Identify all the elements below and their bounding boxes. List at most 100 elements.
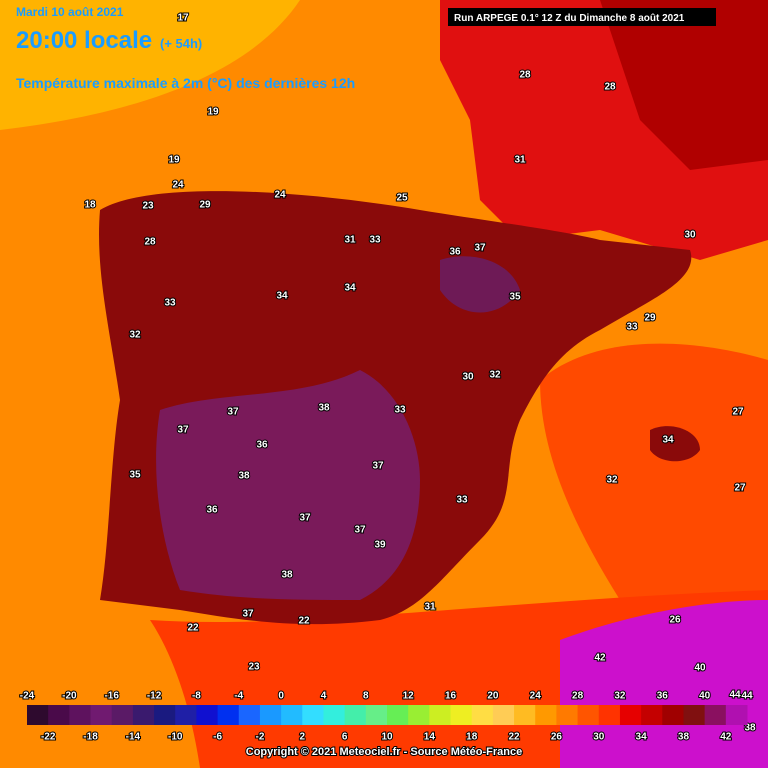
temperature-label: 36 xyxy=(206,505,218,516)
mallorca xyxy=(650,426,700,462)
colorbar-swatch xyxy=(90,705,113,725)
temperature-label: 33 xyxy=(164,298,176,309)
colorbar-swatch xyxy=(619,705,642,725)
colorbar-swatch xyxy=(69,705,92,725)
colorbar-swatch xyxy=(387,705,409,725)
run-box xyxy=(448,8,716,26)
temperature-label: 32 xyxy=(489,370,501,381)
colorbar-swatch xyxy=(577,705,600,725)
colorbar-swatch xyxy=(344,705,367,725)
colorbar-swatch xyxy=(598,705,621,725)
temperature-label: 39 xyxy=(374,540,386,551)
temperature-label: 44 xyxy=(729,690,741,701)
temperature-label: 36 xyxy=(449,247,461,258)
temperature-label: 26 xyxy=(669,615,681,626)
colorbar-tick-label: 36 xyxy=(657,691,669,702)
temperature-label: 30 xyxy=(462,372,474,383)
colorbar-swatch xyxy=(217,705,240,725)
colorbar-tick-label: -20 xyxy=(62,691,77,702)
colorbar-tick-label: 44 xyxy=(741,691,753,702)
colorbar-tick-label: 22 xyxy=(508,732,520,743)
temperature-label: 37 xyxy=(242,609,254,620)
colorbar-tick-label: 10 xyxy=(381,732,393,743)
temperature-label: 37 xyxy=(372,461,384,472)
copyright: Copyright © 2021 Meteociel.fr - Source M… xyxy=(246,746,522,758)
temperature-label: 35 xyxy=(509,292,521,303)
colorbar-tick-label: 6 xyxy=(342,732,348,743)
colorbar-tick-label: 26 xyxy=(551,732,563,743)
colorbar-swatch xyxy=(27,705,49,725)
colorbar-tick-label: 30 xyxy=(593,732,605,743)
colorbar-tick-label: -16 xyxy=(104,691,119,702)
temperature-label: 37 xyxy=(354,525,366,536)
colorbar-tick-label: -2 xyxy=(255,732,264,743)
colorbar-swatch xyxy=(111,705,134,725)
temperature-label: 32 xyxy=(606,475,618,486)
colorbar-swatch xyxy=(132,705,155,725)
temperature-label: 19 xyxy=(168,155,180,166)
colorbar-tick-label: 38 xyxy=(678,732,690,743)
colorbar-tick-label: 2 xyxy=(300,732,306,743)
colorbar-tick-label: -24 xyxy=(20,691,35,702)
run-label: Run ARPEGE 0.1° 12 Z du Dimanche 8 août … xyxy=(454,13,685,24)
colorbar-tick-label: 28 xyxy=(572,691,584,702)
colorbar-tick-label: -4 xyxy=(234,691,243,702)
temperature-label: 33 xyxy=(456,495,468,506)
temperature-label: 38 xyxy=(238,471,250,482)
colorbar-swatch xyxy=(556,705,579,725)
colorbar-swatch xyxy=(641,705,663,725)
colorbar-tick-label: 24 xyxy=(530,691,542,702)
colorbar-swatch xyxy=(175,705,197,725)
colorbar-swatch xyxy=(323,705,346,725)
hot-africa xyxy=(560,600,768,768)
temperature-label: 31 xyxy=(514,155,526,166)
temperature-label: 27 xyxy=(732,407,744,418)
temperature-label: 38 xyxy=(281,570,293,581)
warm-sea xyxy=(540,343,768,600)
date: Mardi 10 août 2021 xyxy=(16,5,124,19)
temperature-label: 37 xyxy=(474,243,486,254)
colorbar-swatch xyxy=(48,705,70,725)
colorbar-swatch xyxy=(259,705,282,725)
temperature-label: 34 xyxy=(662,435,674,446)
colorbar-tick-label: -22 xyxy=(41,732,56,743)
colorbar-swatch xyxy=(683,705,706,725)
colorbar-tick-label: 18 xyxy=(466,732,478,743)
colorbar-swatch xyxy=(408,705,430,725)
colorbar-tick-label: -10 xyxy=(168,732,183,743)
temperature-label: 35 xyxy=(129,470,141,481)
colorbar-tick-label: 16 xyxy=(445,691,457,702)
colorbar-tick-label: 4 xyxy=(321,691,327,702)
alps xyxy=(600,0,768,170)
colorbar-swatch xyxy=(725,705,748,725)
temperature-label: 33 xyxy=(626,322,638,333)
colorbar-swatch xyxy=(429,705,452,725)
temperature-label: 38 xyxy=(318,403,330,414)
temperature-label: 24 xyxy=(172,180,184,191)
colorbar-tick-label: 20 xyxy=(487,691,499,702)
colorbar-tick-label: 32 xyxy=(614,691,626,702)
temperature-label: 34 xyxy=(276,291,288,302)
temperature-label: 42 xyxy=(594,653,606,664)
temperature-label: 22 xyxy=(298,616,310,627)
temperature-label: 18 xyxy=(84,200,96,211)
colorbar-swatch xyxy=(535,705,557,725)
map-title: Température maximale à 2m (°C) des derni… xyxy=(16,75,355,91)
colorbar-tick-label: 0 xyxy=(278,691,284,702)
colorbar-swatch xyxy=(704,705,727,725)
colorbar-tick-label: 42 xyxy=(720,732,732,743)
temperature-label: 37 xyxy=(299,513,311,524)
temperature-label: 29 xyxy=(644,313,656,324)
temperature-label: 29 xyxy=(199,200,211,211)
temperature-label: 36 xyxy=(256,440,268,451)
colorbar-tick-label: 14 xyxy=(424,732,436,743)
temperature-label: 23 xyxy=(248,662,260,673)
colorbar-swatch xyxy=(450,705,473,725)
colorbar-swatch xyxy=(281,705,303,725)
temperature-label: 22 xyxy=(187,623,199,634)
temperature-label: 27 xyxy=(734,483,746,494)
colorbar-tick-label: 12 xyxy=(403,691,415,702)
temperature-label: 17 xyxy=(177,13,189,24)
colorbar-swatch xyxy=(196,705,219,725)
